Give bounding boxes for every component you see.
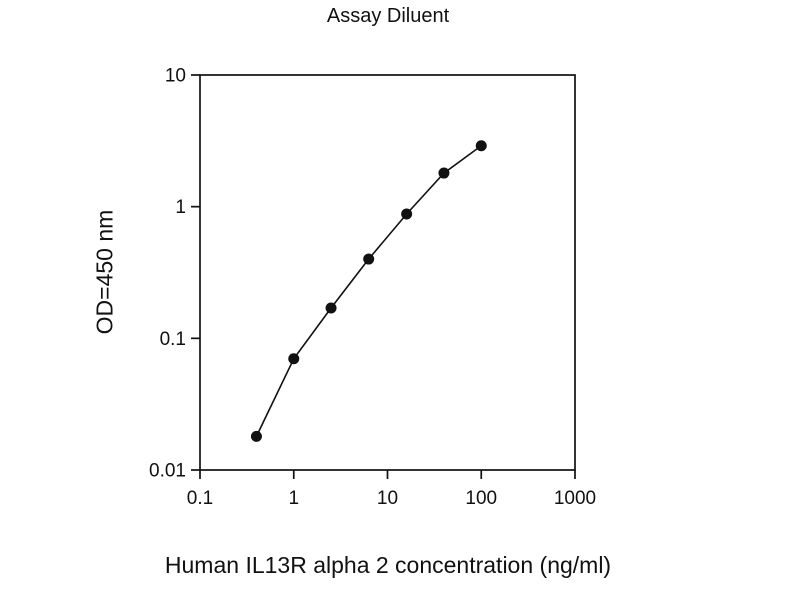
y-tick-label: 0.01 xyxy=(149,461,186,482)
data-point xyxy=(325,302,337,314)
x-tick-label: 1000 xyxy=(554,488,596,509)
x-tick-label: 0.1 xyxy=(187,488,213,509)
x-tick-label: 10 xyxy=(377,488,398,509)
data-point xyxy=(401,208,413,220)
data-point xyxy=(288,353,300,365)
x-tick-label: 1 xyxy=(288,488,299,509)
y-tick-label: 10 xyxy=(165,66,186,87)
x-tick-label: 100 xyxy=(465,488,497,509)
data-point xyxy=(250,430,262,442)
data-point xyxy=(475,140,487,152)
data-point xyxy=(363,253,375,265)
plot-frame xyxy=(199,74,576,471)
x-axis-label: Human IL13R alpha 2 concentration (ng/ml… xyxy=(164,552,612,578)
data-point xyxy=(438,167,450,179)
curve-line xyxy=(255,145,482,437)
y-tick-label: 0.1 xyxy=(160,329,186,350)
chart-title: Assay Diluent xyxy=(326,5,450,27)
y-tick-label: 1 xyxy=(175,197,186,218)
